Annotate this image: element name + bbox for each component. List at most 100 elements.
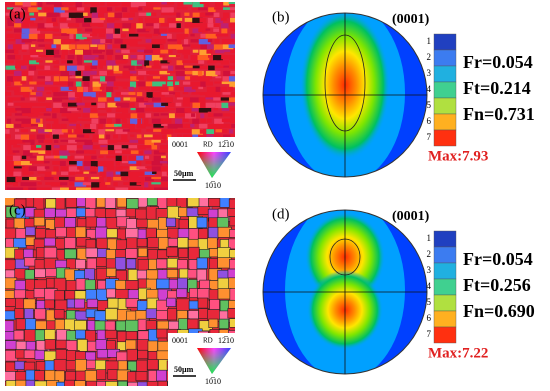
grain <box>53 28 59 32</box>
grain <box>52 60 59 65</box>
grain <box>46 12 57 18</box>
grain <box>6 113 12 116</box>
grain <box>6 182 13 185</box>
grain <box>129 70 137 74</box>
grain <box>177 237 189 249</box>
grain <box>60 123 67 129</box>
grain <box>99 86 105 90</box>
grain <box>122 23 133 29</box>
grain <box>77 108 82 111</box>
grain <box>229 229 235 238</box>
grain <box>220 97 232 101</box>
grain <box>21 23 30 28</box>
grain <box>45 155 56 159</box>
grain <box>160 113 168 116</box>
grain <box>98 44 105 50</box>
grain <box>167 81 173 87</box>
grain <box>43 139 53 143</box>
grain <box>43 28 55 31</box>
grain <box>146 65 154 68</box>
grain <box>161 102 172 106</box>
grain <box>90 55 102 58</box>
grain <box>5 371 17 382</box>
grain <box>99 70 110 76</box>
grain <box>83 161 94 167</box>
grain <box>29 97 37 101</box>
grain <box>28 187 38 190</box>
grain <box>121 7 128 12</box>
grain <box>6 134 11 139</box>
grain <box>89 23 101 27</box>
texture-fraction: Fn=0.731 <box>463 104 535 124</box>
grain <box>215 17 224 24</box>
grain <box>128 17 133 20</box>
grain <box>122 39 130 45</box>
grain <box>166 33 172 39</box>
grain <box>153 23 160 29</box>
grain <box>136 182 148 186</box>
grain <box>145 23 155 27</box>
grain <box>69 70 75 76</box>
color-scale <box>433 278 457 296</box>
grain <box>29 171 34 175</box>
grain <box>114 12 122 19</box>
grain <box>74 92 86 98</box>
grain <box>56 381 69 386</box>
scale-tick: 3 <box>427 68 432 78</box>
grain <box>113 86 119 90</box>
grain <box>51 44 57 49</box>
grain <box>12 76 21 83</box>
grain <box>160 139 166 143</box>
grain <box>60 12 71 18</box>
grain <box>13 329 25 341</box>
grain <box>113 70 123 74</box>
grain <box>230 28 235 32</box>
grain <box>68 166 80 173</box>
grain <box>130 150 142 154</box>
grain <box>159 76 169 82</box>
grain <box>74 155 85 159</box>
grain <box>89 33 98 37</box>
grain <box>152 92 165 98</box>
grain <box>199 129 207 134</box>
grain <box>61 113 70 117</box>
grain <box>74 320 87 332</box>
grain <box>198 60 205 64</box>
grain <box>44 33 53 39</box>
grain <box>228 97 235 102</box>
grain <box>46 49 55 56</box>
grain <box>176 33 186 40</box>
grain <box>183 2 193 5</box>
grain <box>127 381 142 386</box>
grain <box>220 23 230 29</box>
texture-fraction: Ft=0.256 <box>463 275 531 295</box>
grain <box>206 108 212 112</box>
grain <box>220 17 227 21</box>
scale-tick: 4 <box>427 281 432 291</box>
grain <box>215 33 226 37</box>
grain <box>14 49 19 55</box>
grain <box>22 2 32 7</box>
color-scale <box>433 230 457 248</box>
grain <box>120 33 126 38</box>
grain <box>182 97 194 103</box>
color-scale <box>433 97 457 115</box>
grain <box>107 65 113 70</box>
grain <box>77 60 83 65</box>
grain <box>21 76 27 81</box>
grain <box>229 108 235 112</box>
grain <box>145 113 152 118</box>
grain <box>46 123 51 129</box>
grain <box>21 108 34 114</box>
grain <box>221 102 229 109</box>
grain <box>5 65 16 70</box>
grain <box>59 150 70 156</box>
grain <box>44 161 50 164</box>
grain <box>168 55 181 58</box>
grain <box>215 49 225 54</box>
grain <box>184 65 195 68</box>
grain <box>206 86 219 93</box>
grain <box>231 123 235 128</box>
grain <box>21 70 29 77</box>
grain <box>230 17 235 23</box>
